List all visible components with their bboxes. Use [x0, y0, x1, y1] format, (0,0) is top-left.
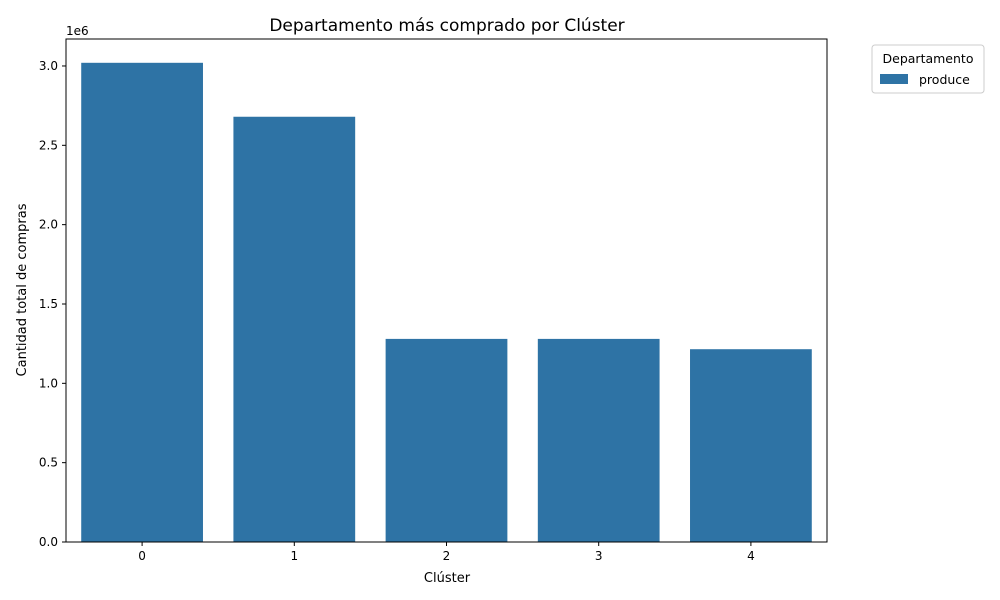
chart-title: Departamento más comprado por Clúster: [269, 16, 624, 36]
bar-cluster-2: [385, 338, 508, 542]
y-axis-label: Cantidad total de compras: [15, 203, 30, 376]
bar-cluster-0: [81, 62, 203, 542]
plot-frame: [65, 38, 828, 543]
y-axis-ticks: 0.0 0.5 1.0 1.5 2.0 2.5 3.0: [39, 59, 66, 549]
x-tick-label: 0: [138, 549, 146, 563]
x-tick-label: 3: [595, 549, 603, 563]
x-tick-label: 4: [747, 549, 755, 563]
legend-title: Departamento: [883, 51, 974, 66]
y-offset-label: 1e6: [66, 24, 89, 38]
y-tick-label: 1.0: [39, 376, 58, 390]
x-axis-label: Clúster: [424, 571, 471, 586]
x-tick-label: 2: [443, 549, 451, 563]
legend-entry-produce: produce: [919, 72, 970, 87]
legend-swatch: [880, 74, 908, 84]
y-tick-label: 1.5: [39, 297, 58, 311]
bars-group: [81, 62, 812, 542]
y-tick-label: 0.5: [39, 456, 58, 470]
y-tick-label: 2.0: [39, 218, 58, 232]
bar-cluster-3: [537, 338, 660, 542]
legend: Departamento produce: [871, 44, 985, 94]
y-tick-label: 2.5: [39, 138, 58, 152]
bar-cluster-1: [233, 116, 356, 542]
y-tick-label: 0.0: [39, 535, 58, 549]
bar-cluster-4: [690, 349, 812, 542]
x-axis-ticks: 0 1 2 3 4: [138, 542, 755, 563]
x-tick-label: 1: [290, 549, 298, 563]
y-tick-label: 3.0: [39, 59, 58, 73]
